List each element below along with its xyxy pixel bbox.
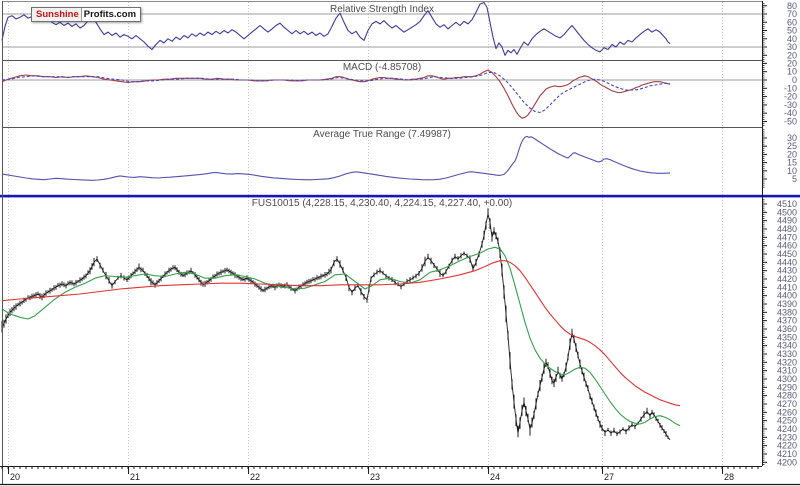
svg-text:4310: 4310: [777, 366, 797, 376]
sunshine-profits-logo: Sunshine Profits.com: [31, 7, 142, 22]
svg-text:-10: -10: [784, 83, 797, 93]
svg-text:4500: 4500: [777, 207, 797, 217]
svg-text:4480: 4480: [777, 224, 797, 234]
svg-text:4290: 4290: [777, 382, 797, 392]
svg-text:4450: 4450: [777, 249, 797, 259]
svg-text:4400: 4400: [777, 291, 797, 301]
svg-text:4210: 4210: [777, 449, 797, 459]
svg-text:4440: 4440: [777, 257, 797, 267]
atr-series: [1, 135, 670, 181]
svg-text:10: 10: [787, 67, 797, 77]
svg-text:30: 30: [787, 133, 797, 143]
svg-text:4490: 4490: [777, 216, 797, 226]
svg-text:20: 20: [787, 149, 797, 159]
svg-text:4280: 4280: [777, 391, 797, 401]
svg-text:24: 24: [490, 472, 500, 482]
svg-text:4240: 4240: [777, 424, 797, 434]
svg-text:70: 70: [787, 9, 797, 19]
svg-text:4230: 4230: [777, 432, 797, 442]
x-axis: 20 21 22 23 24 27 28: [1, 466, 759, 482]
svg-text:10: 10: [787, 166, 797, 176]
price-y-axis: 4510450044904480447044604450444044304420…: [762, 199, 797, 467]
svg-text:4420: 4420: [777, 274, 797, 284]
svg-text:60: 60: [787, 17, 797, 27]
svg-text:4330: 4330: [777, 349, 797, 359]
svg-text:50: 50: [787, 26, 797, 36]
svg-text:4460: 4460: [777, 241, 797, 251]
svg-text:0: 0: [792, 75, 797, 85]
svg-text:22: 22: [250, 472, 260, 482]
svg-text:15: 15: [787, 158, 797, 168]
svg-text:4270: 4270: [777, 399, 797, 409]
svg-text:-20: -20: [784, 92, 797, 102]
svg-text:40: 40: [787, 34, 797, 44]
svg-text:4260: 4260: [777, 407, 797, 417]
svg-text:4510: 4510: [777, 199, 797, 209]
svg-text:-40: -40: [784, 108, 797, 118]
svg-text:4340: 4340: [777, 341, 797, 351]
svg-text:4470: 4470: [777, 232, 797, 242]
svg-text:20: 20: [10, 472, 20, 482]
svg-text:4360: 4360: [777, 324, 797, 334]
svg-text:4410: 4410: [777, 282, 797, 292]
svg-text:20: 20: [787, 50, 797, 60]
price-series: [1, 208, 681, 441]
svg-text:4300: 4300: [777, 374, 797, 384]
svg-text:4250: 4250: [777, 416, 797, 426]
svg-text:20: 20: [787, 58, 797, 68]
svg-text:4370: 4370: [777, 316, 797, 326]
rsi-series: [1, 1, 671, 56]
vertical-gridlines: [8, 2, 723, 466]
svg-text:-50: -50: [784, 117, 797, 127]
svg-text:28: 28: [724, 472, 734, 482]
macd-series: [1, 69, 671, 119]
svg-text:21: 21: [130, 472, 140, 482]
svg-text:30: 30: [787, 42, 797, 52]
svg-text:4430: 4430: [777, 266, 797, 276]
svg-text:4390: 4390: [777, 299, 797, 309]
svg-text:4320: 4320: [777, 357, 797, 367]
svg-text:80: 80: [787, 1, 797, 11]
svg-text:4380: 4380: [777, 307, 797, 317]
logo-profits-text: Profits.com: [83, 9, 137, 20]
svg-text:25: 25: [787, 141, 797, 151]
svg-text:4350: 4350: [777, 332, 797, 342]
logo-sunshine-text: Sunshine: [32, 8, 82, 21]
svg-text:4200: 4200: [777, 457, 797, 467]
svg-text:4220: 4220: [777, 441, 797, 451]
svg-text:27: 27: [604, 472, 614, 482]
svg-text:5: 5: [792, 174, 797, 184]
svg-text:23: 23: [370, 472, 380, 482]
svg-text:-30: -30: [784, 100, 797, 110]
